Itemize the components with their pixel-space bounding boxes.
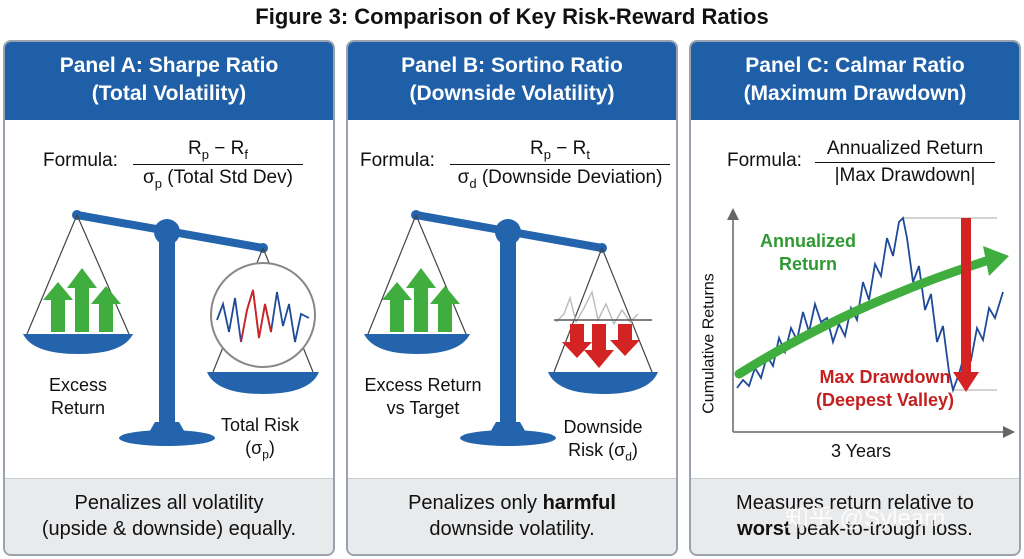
- balance-scale-b: [364, 210, 658, 446]
- annualized-return-arrow: [734, 255, 994, 379]
- panel-a-caption: Penalizes all volatility (upside & downs…: [5, 478, 333, 554]
- formula-label: Formula:: [360, 150, 435, 171]
- max-drawdown-label: Max Drawdown (Deepest Valley): [815, 367, 955, 410]
- excess-return-target-label: Excess Return vs Target: [364, 375, 482, 418]
- y-axis-label: Cumulative Returns: [700, 273, 718, 414]
- sortino-fraction: Rp − Rt σd (Downside Deviation): [450, 138, 670, 191]
- panel-a-title: Panel A: Sharpe Ratio: [59, 54, 279, 77]
- formula-label: Formula:: [43, 150, 118, 171]
- panel-c-header: Panel C: Calmar Ratio (Maximum Drawdown): [691, 42, 1019, 120]
- panel-b-subtitle: (Downside Volatility): [409, 82, 615, 105]
- fraction-denominator: σd (Downside Deviation): [457, 166, 663, 191]
- panel-calmar: Panel C: Calmar Ratio (Maximum Drawdown)…: [689, 40, 1021, 556]
- sharpe-fraction: Rp − Rf σp (Total Std Dev): [133, 138, 303, 191]
- y-axis-label-wrap: Cumulative Returns: [693, 242, 721, 442]
- up-arrows-icon: [43, 268, 121, 332]
- annualized-return-label: Annualized Return: [759, 231, 856, 274]
- total-risk-label: Total Risk (σp): [220, 415, 300, 462]
- calmar-fraction: Annualized Return |Max Drawdown|: [815, 138, 995, 187]
- panel-b-title: Panel B: Sortino Ratio: [401, 54, 623, 77]
- panel-c-formula: Formula: Annualized Return |Max Drawdown…: [691, 138, 1019, 198]
- up-arrows-icon: [382, 268, 460, 332]
- panel-b-formula: Formula: Rp − Rt σd (Downside Deviation): [348, 138, 676, 198]
- formula-label: Formula:: [727, 150, 802, 171]
- panel-c-caption: Measures return relative to worst peak-t…: [691, 478, 1019, 554]
- panel-sortino: Panel B: Sortino Ratio (Downside Volatil…: [346, 40, 678, 556]
- fraction-denominator: |Max Drawdown|: [834, 165, 976, 186]
- down-arrows-icon: [562, 324, 640, 368]
- max-drawdown-arrow: [961, 218, 971, 374]
- panel-b-caption: Penalizes only harmful downside volatili…: [348, 478, 676, 554]
- fraction-denominator: σp (Total Std Dev): [143, 166, 293, 191]
- downside-risk-label: Downside Risk (σd): [563, 417, 643, 464]
- figure-title: Figure 3: Comparison of Key Risk-Reward …: [255, 4, 769, 29]
- fraction-numerator: Rp − Rf: [133, 138, 303, 165]
- watermark: 知乎 @Sylearn: [785, 505, 946, 532]
- balance-scale-a: [23, 210, 319, 446]
- panel-a-header: Panel A: Sharpe Ratio (Total Volatility): [5, 42, 333, 120]
- panel-c-subtitle: (Maximum Drawdown): [743, 82, 967, 105]
- panel-b-header: Panel B: Sortino Ratio (Downside Volatil…: [348, 42, 676, 120]
- panel-c-title: Panel C: Calmar Ratio: [745, 54, 965, 77]
- drawdown-chart: [727, 208, 1015, 438]
- panel-a-subtitle: (Total Volatility): [91, 82, 247, 105]
- excess-return-label: Excess Return: [48, 375, 108, 418]
- fraction-numerator: Annualized Return: [815, 138, 995, 163]
- panel-a-formula: Formula: Rp − Rf σp (Total Std Dev): [5, 138, 333, 198]
- fraction-numerator: Rp − Rt: [450, 138, 670, 165]
- panel-sharpe: Panel A: Sharpe Ratio (Total Volatility)…: [3, 40, 335, 556]
- x-axis-label: 3 Years: [830, 441, 892, 461]
